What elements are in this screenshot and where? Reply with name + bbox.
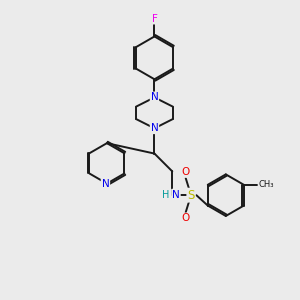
- Text: CH₃: CH₃: [258, 180, 274, 189]
- Text: O: O: [182, 167, 190, 177]
- Text: N: N: [151, 123, 158, 133]
- Text: S: S: [187, 189, 195, 202]
- Text: O: O: [182, 213, 190, 224]
- Text: N: N: [172, 190, 180, 200]
- Text: H: H: [162, 190, 169, 200]
- Text: N: N: [151, 92, 158, 102]
- Text: F: F: [152, 14, 158, 24]
- Text: N: N: [101, 179, 109, 189]
